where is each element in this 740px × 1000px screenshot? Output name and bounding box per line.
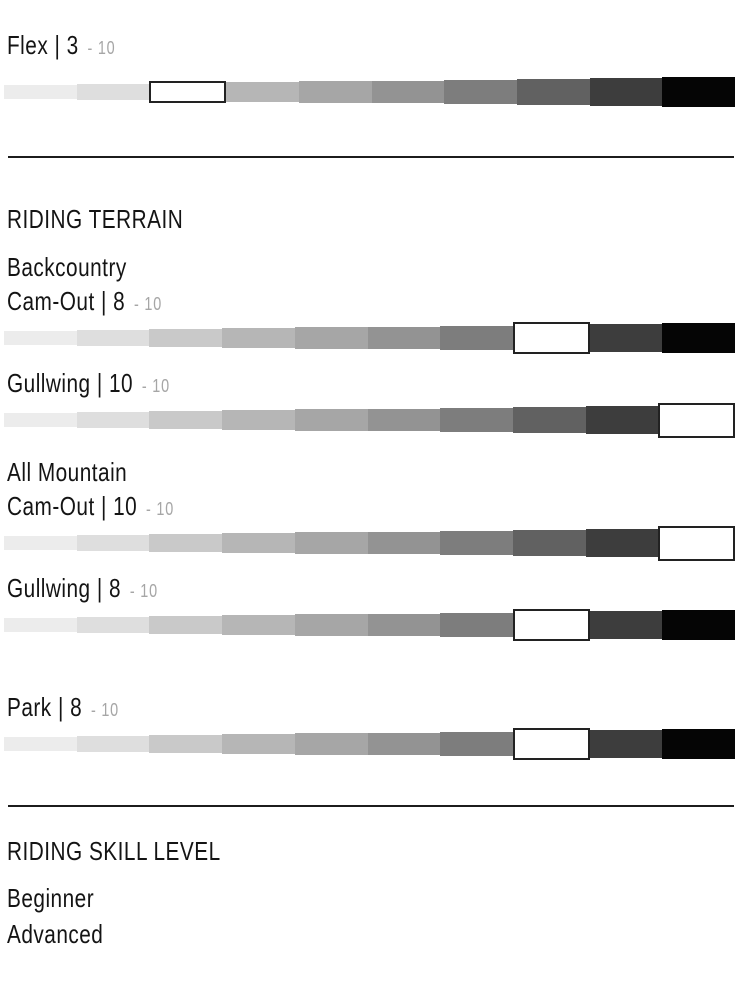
scale-segment-1 <box>4 331 77 345</box>
scale-segment-7 <box>440 731 513 757</box>
scale-segment-5 <box>298 81 372 103</box>
flex-rating-bar <box>4 75 736 109</box>
scale-segment-10-selected <box>658 402 736 438</box>
flex-metric-label: Flex | 3 - 10 <box>0 30 740 63</box>
scale-max-suffix: - 10 <box>90 700 119 720</box>
scale-segment-2 <box>76 617 150 633</box>
scale-segment-10 <box>662 729 736 759</box>
group-heading-backcountry: Backcountry <box>7 252 127 282</box>
scale-segment-8-selected <box>512 609 590 641</box>
scale-segment-10 <box>662 323 736 353</box>
riding-terrain-heading: RIDING TERRAIN <box>7 204 184 234</box>
scale-segment-9 <box>585 405 659 435</box>
scale-segment-4 <box>222 533 295 553</box>
scale-segment-2 <box>76 84 150 100</box>
scale-segment-7 <box>440 530 513 556</box>
scale-segment-7 <box>440 407 513 433</box>
rating-bar-park <box>4 727 736 761</box>
riding-skill-heading: RIDING SKILL LEVEL <box>7 836 221 866</box>
scale-segment-3 <box>149 735 223 753</box>
scale-segment-6 <box>367 326 441 350</box>
scale-segment-5 <box>294 733 368 755</box>
scale-segment-3-selected <box>149 80 227 104</box>
scale-segment-4 <box>222 328 295 348</box>
scale-segment-5 <box>294 409 368 431</box>
scale-segment-1 <box>4 85 77 99</box>
scale-segment-10 <box>662 610 736 640</box>
scale-segment-5 <box>294 532 368 554</box>
scale-segment-2 <box>76 412 150 428</box>
scale-segment-7 <box>440 325 513 351</box>
scale-segment-4 <box>222 410 295 430</box>
scale-max-suffix: - 10 <box>141 376 170 396</box>
scale-segment-1 <box>4 737 77 751</box>
skill-level-beginner: Beginner <box>7 883 95 913</box>
scale-segment-3 <box>149 329 223 347</box>
section-divider <box>8 805 734 807</box>
scale-segment-5 <box>294 614 368 636</box>
metric-label-all-mountain-cam-out: Cam-Out | 10- 10 <box>7 491 175 521</box>
scale-segment-10 <box>662 77 736 107</box>
scale-segment-9 <box>589 323 663 353</box>
scale-segment-4 <box>222 615 295 635</box>
rating-bar-all-mountain-gullwing <box>4 608 736 642</box>
skill-level-advanced: Advanced <box>7 919 104 949</box>
scale-segment-2 <box>76 535 150 551</box>
scale-segment-4 <box>222 734 295 754</box>
scale-segment-3 <box>149 616 223 634</box>
scale-segment-7 <box>440 612 513 638</box>
scale-segment-2 <box>76 736 150 752</box>
metric-label-park: Park | 8- 10 <box>7 692 119 722</box>
scale-segment-9 <box>589 610 663 640</box>
scale-segment-3 <box>149 411 223 429</box>
scale-segment-7 <box>444 79 517 105</box>
rating-bar-backcountry-cam-out <box>4 321 736 355</box>
scale-segment-8 <box>512 406 586 434</box>
rating-bar-all-mountain-cam-out <box>4 525 736 561</box>
group-heading-all-mountain: All Mountain <box>7 457 128 487</box>
metric-label-all-mountain-gullwing: Gullwing | 8- 10 <box>7 573 158 603</box>
scale-max-suffix: - 10 <box>129 581 158 601</box>
scale-segment-8 <box>516 78 590 106</box>
scale-segment-9 <box>589 729 663 759</box>
scale-segment-1 <box>4 536 77 550</box>
scale-segment-6 <box>367 531 441 555</box>
scale-segment-2 <box>76 330 150 346</box>
scale-max-suffix: - 10 <box>87 38 116 58</box>
scale-segment-8 <box>512 529 586 557</box>
scale-segment-9 <box>585 528 659 558</box>
scale-segment-10-selected <box>658 525 736 561</box>
scale-max-suffix: - 10 <box>133 294 163 314</box>
scale-segment-6 <box>367 613 441 637</box>
scale-segment-9 <box>589 77 663 107</box>
scale-segment-8-selected <box>512 728 590 760</box>
scale-segment-5 <box>294 327 368 349</box>
rating-bar-backcountry-gullwing <box>4 402 736 438</box>
scale-segment-8-selected <box>512 322 590 354</box>
scale-segment-1 <box>4 618 77 632</box>
scale-segment-6 <box>367 732 441 756</box>
flex-metric-value-text: Flex | 3 <box>7 30 79 60</box>
scale-segment-6 <box>367 408 441 432</box>
scale-segment-4 <box>226 82 299 102</box>
scale-max-suffix: - 10 <box>146 499 175 519</box>
section-divider <box>8 156 734 158</box>
scale-segment-6 <box>371 80 445 104</box>
metric-label-backcountry-gullwing: Gullwing | 10- 10 <box>7 368 170 398</box>
metric-label-backcountry-cam-out: Cam-Out | 8- 10 <box>7 286 163 316</box>
scale-segment-1 <box>4 413 77 427</box>
scale-segment-3 <box>149 534 223 552</box>
